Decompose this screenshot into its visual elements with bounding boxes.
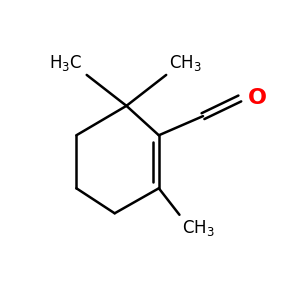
Text: O: O	[248, 88, 267, 109]
Text: $\mathregular{H_3C}$: $\mathregular{H_3C}$	[49, 53, 82, 74]
Text: $\mathregular{CH_3}$: $\mathregular{CH_3}$	[169, 53, 202, 74]
Text: $\mathregular{CH_3}$: $\mathregular{CH_3}$	[182, 218, 215, 238]
